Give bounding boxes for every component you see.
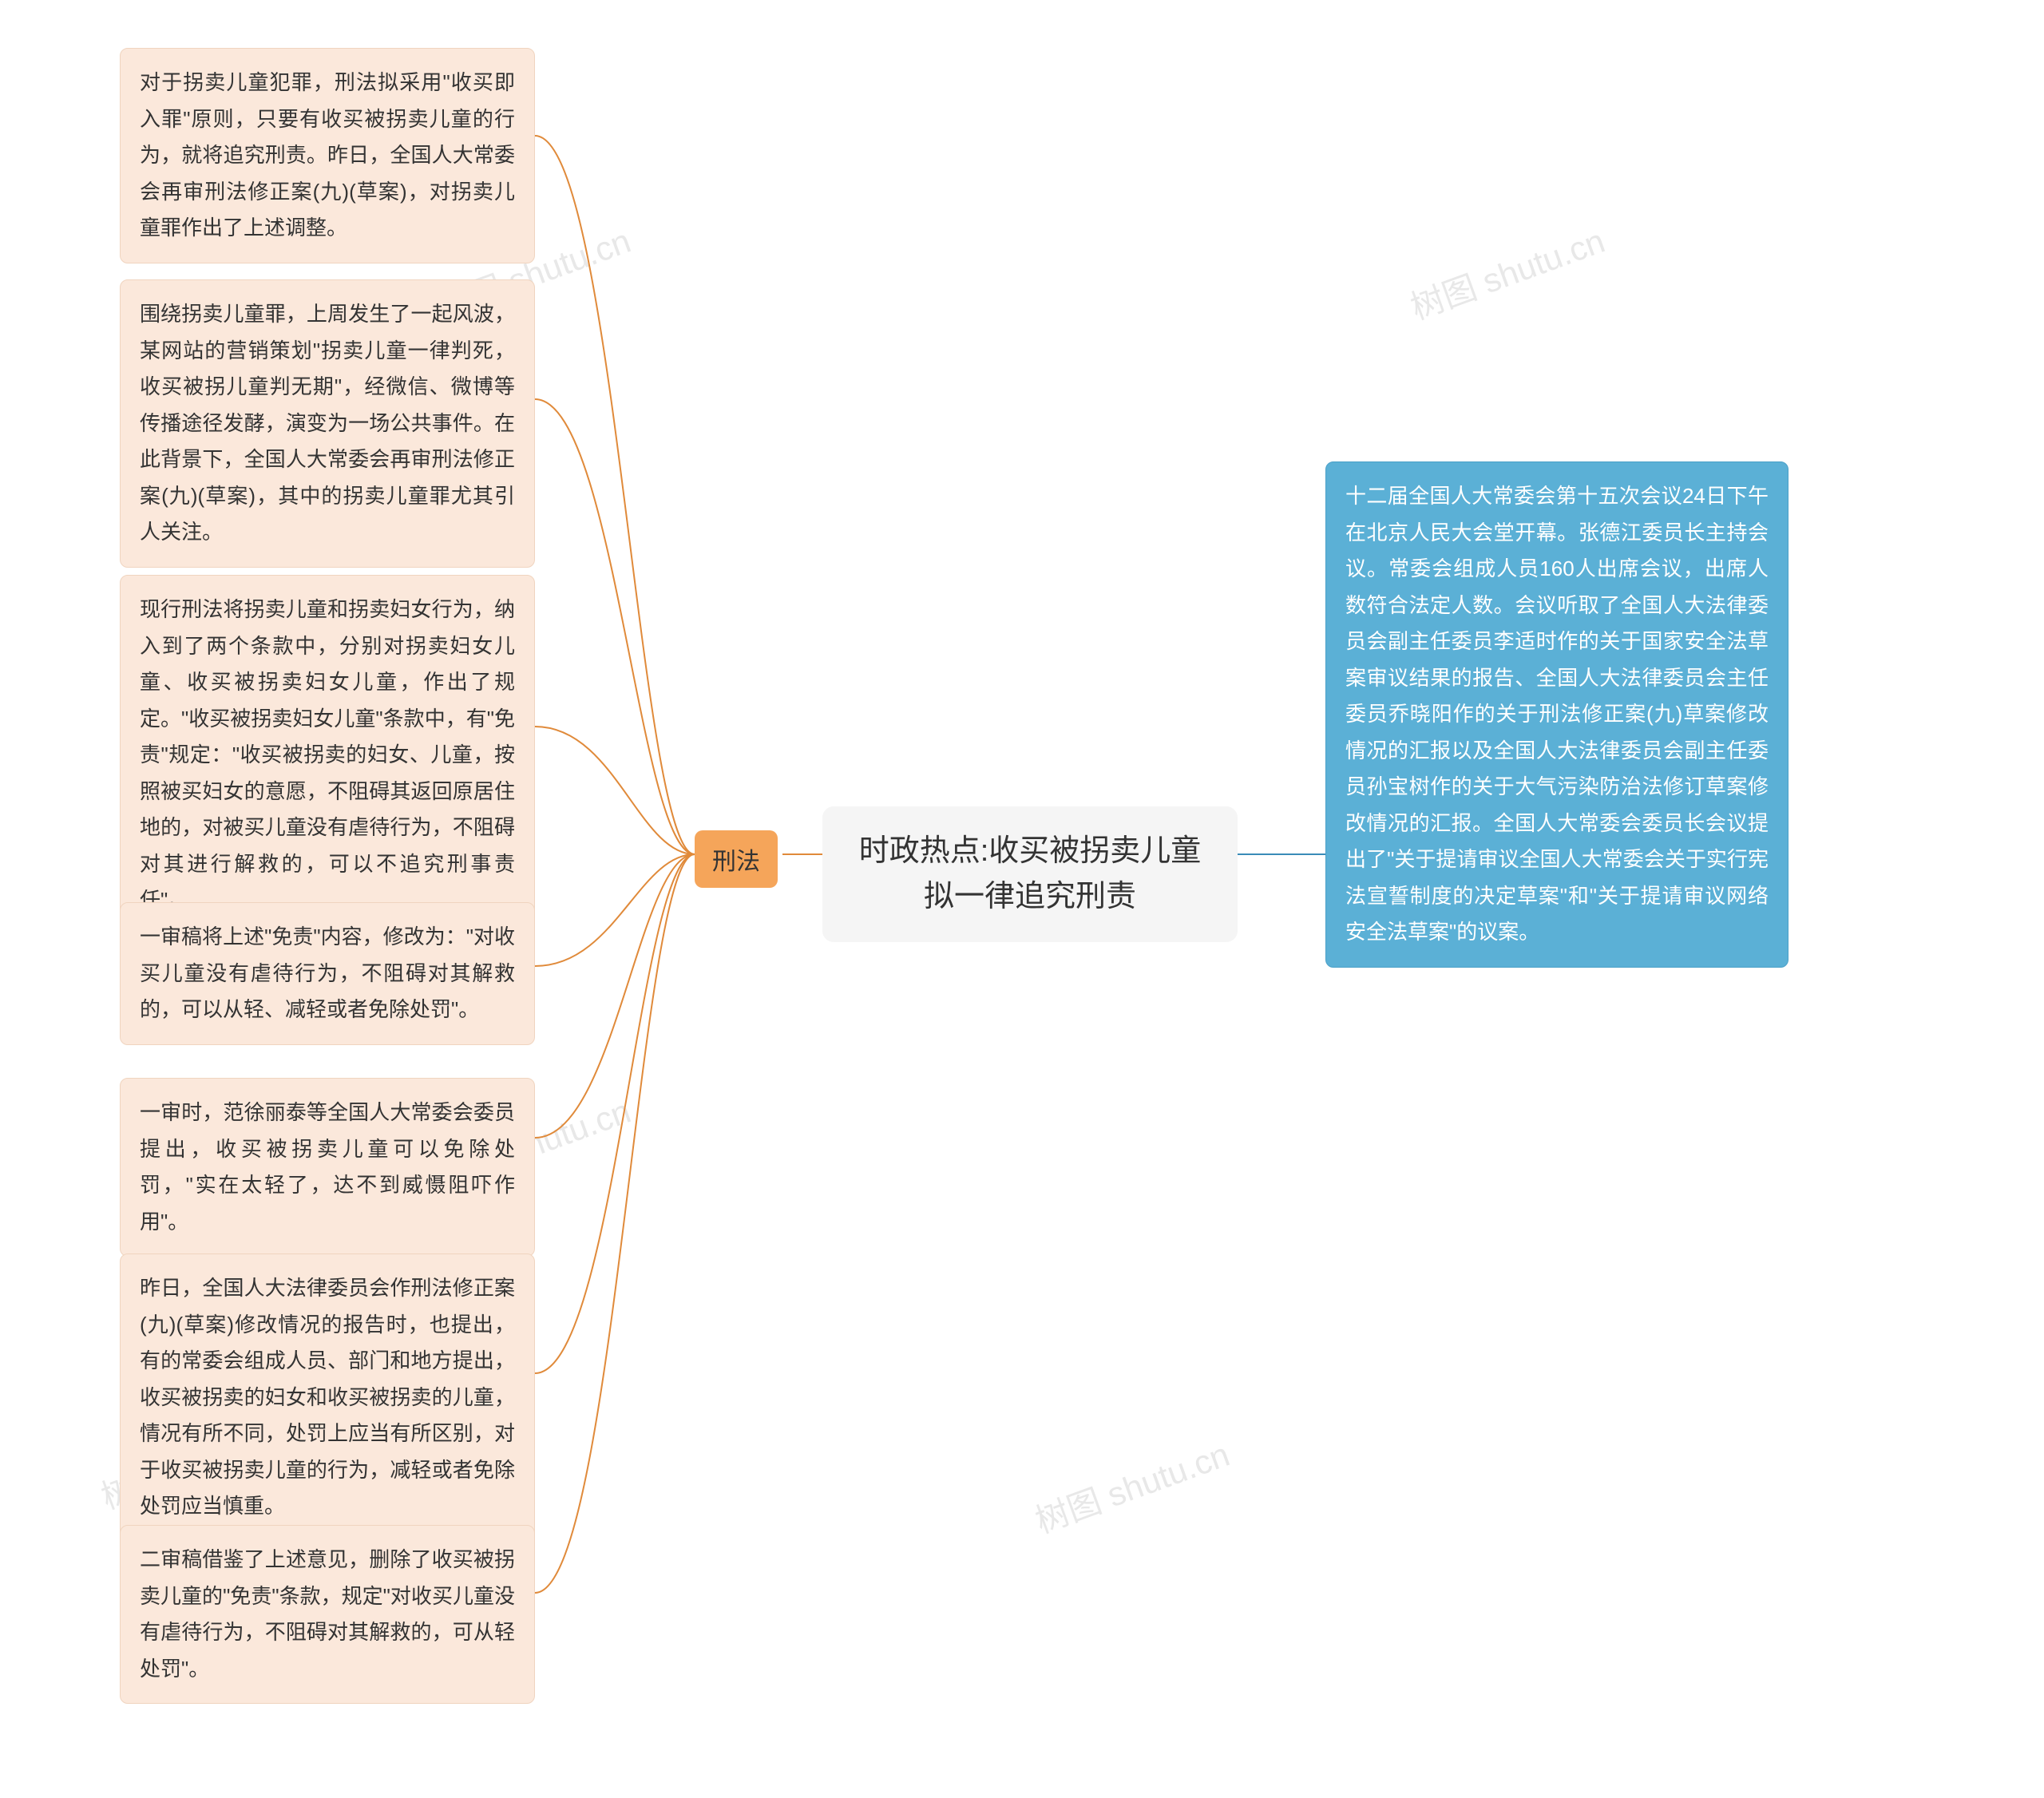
center-node: 时政热点:收买被拐卖儿童拟一律追究刑责 bbox=[822, 806, 1238, 942]
leaf-node: 现行刑法将拐卖儿童和拐卖妇女行为，纳入到了两个条款中，分别对拐卖妇女儿童、收买被… bbox=[120, 575, 535, 936]
leaf-node-right: 十二届全国人大常委会第十五次会议24日下午在北京人民大会堂开幕。张德江委员长主持… bbox=[1325, 461, 1788, 968]
branch-label-left: 刑法 bbox=[695, 830, 778, 888]
leaf-text: 现行刑法将拐卖儿童和拐卖妇女行为，纳入到了两个条款中，分别对拐卖妇女儿童、收买被… bbox=[140, 597, 515, 912]
watermark: 树图 shutu.cn bbox=[1028, 1428, 1235, 1543]
leaf-node: 一审时，范徐丽泰等全国人大常委会委员提出，收买被拐卖儿童可以免除处罚，"实在太轻… bbox=[120, 1078, 535, 1257]
leaf-node: 对于拐卖儿童犯罪，刑法拟采用"收买即入罪"原则，只要有收买被拐卖儿童的行为，就将… bbox=[120, 48, 535, 263]
leaf-node: 二审稿借鉴了上述意见，删除了收买被拐卖儿童的"免责"条款，规定"对收买儿童没有虐… bbox=[120, 1525, 535, 1704]
leaf-text: 二审稿借鉴了上述意见，删除了收买被拐卖儿童的"免责"条款，规定"对收买儿童没有虐… bbox=[140, 1547, 515, 1681]
watermark: 树图 shutu.cn bbox=[1403, 214, 1610, 329]
leaf-text: 一审时，范徐丽泰等全国人大常委会委员提出，收买被拐卖儿童可以免除处罚，"实在太轻… bbox=[140, 1100, 515, 1234]
leaf-node: 昨日，全国人大法律委员会作刑法修正案(九)(草案)修改情况的报告时，也提出，有的… bbox=[120, 1253, 535, 1542]
leaf-node: 围绕拐卖儿童罪，上周发生了一起风波，某网站的营销策划"拐卖儿童一律判死，收买被拐… bbox=[120, 279, 535, 568]
leaf-node: 一审稿将上述"免责"内容，修改为："对收买儿童没有虐待行为，不阻碍对其解救的，可… bbox=[120, 902, 535, 1045]
leaf-text: 一审稿将上述"免责"内容，修改为："对收买儿童没有虐待行为，不阻碍对其解救的，可… bbox=[140, 925, 515, 1021]
leaf-text: 围绕拐卖儿童罪，上周发生了一起风波，某网站的营销策划"拐卖儿童一律判死，收买被拐… bbox=[140, 302, 515, 544]
leaf-text: 十二届全国人大常委会第十五次会议24日下午在北京人民大会堂开幕。张德江委员长主持… bbox=[1345, 484, 1769, 944]
branch-label-text: 刑法 bbox=[712, 849, 760, 875]
leaf-text: 昨日，全国人大法律委员会作刑法修正案(九)(草案)修改情况的报告时，也提出，有的… bbox=[140, 1276, 515, 1518]
leaf-text: 对于拐卖儿童犯罪，刑法拟采用"收买即入罪"原则，只要有收买被拐卖儿童的行为，就将… bbox=[140, 70, 515, 240]
center-title: 时政热点:收买被拐卖儿童拟一律追究刑责 bbox=[859, 834, 1202, 913]
